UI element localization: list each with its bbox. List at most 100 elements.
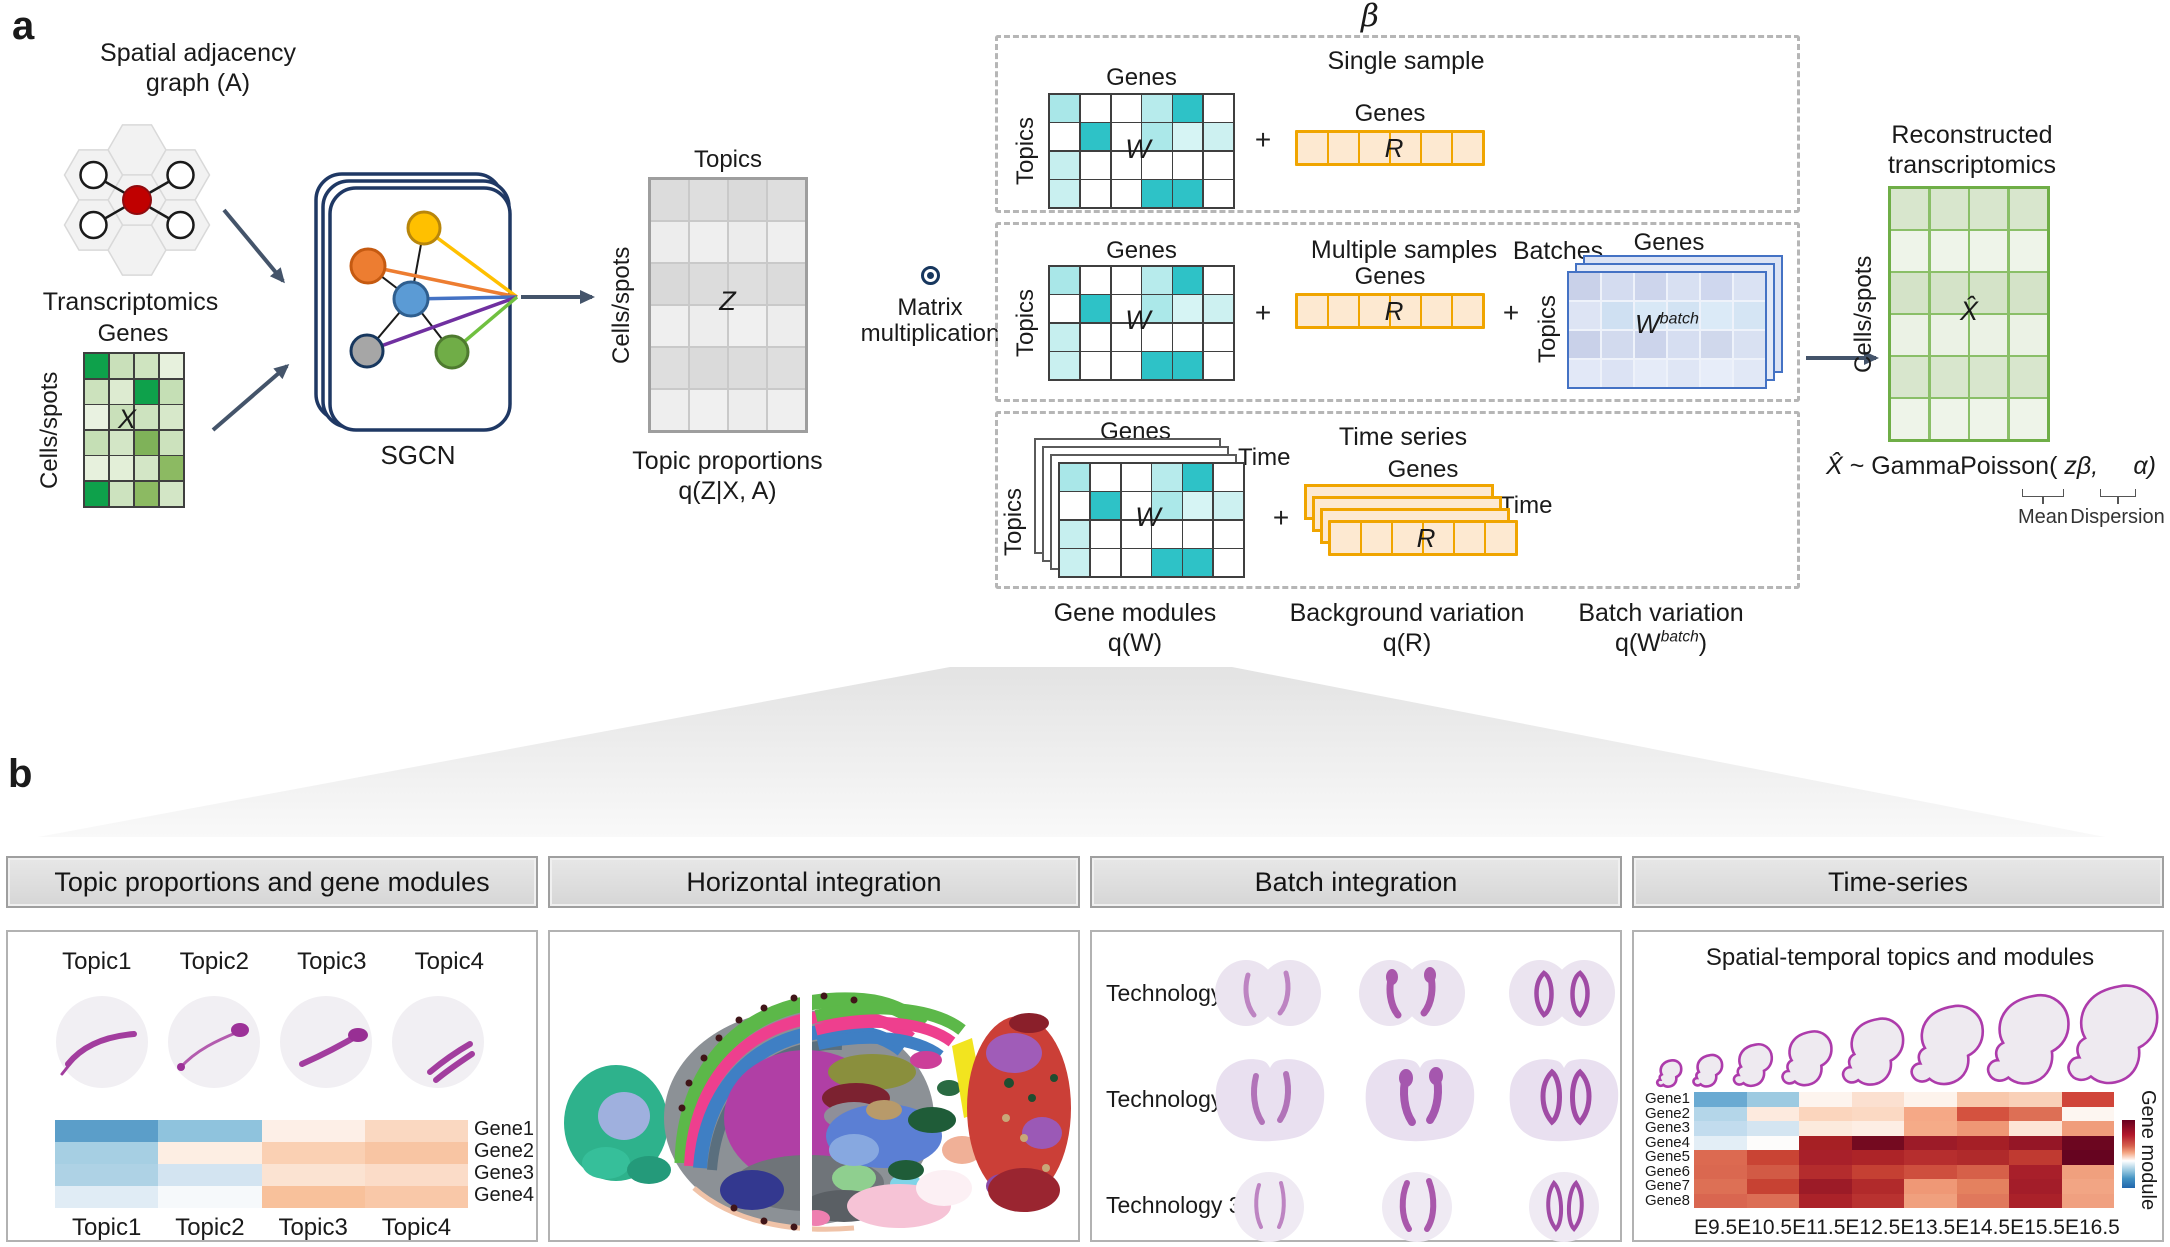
gene-module-colorbar — [2122, 1120, 2135, 1188]
brain-cluster-map — [564, 992, 1071, 1233]
w-cols-label: Genes — [1106, 64, 1177, 91]
matrix-cell — [690, 390, 727, 430]
matrix-cell — [85, 379, 109, 404]
matrix-cell — [1799, 1106, 1852, 1121]
matrix-cell — [1362, 523, 1391, 553]
matrix-cell — [768, 306, 805, 346]
matrix-cell — [1173, 123, 1203, 151]
matrix-cell — [1746, 1135, 1799, 1150]
label-item: Topic3 — [297, 948, 367, 975]
matrix-cell — [85, 481, 109, 506]
matrix-cell — [1891, 357, 1929, 397]
w-matrix-label: W — [1125, 134, 1151, 164]
topic-proportions-formula: q(Z|X, A) — [678, 477, 777, 505]
tech3-section-2 — [1382, 1172, 1452, 1242]
background-variation-caption: Background variation — [1289, 599, 1525, 627]
matrix-cell — [1213, 464, 1243, 491]
multiple-samples-title: Multiple samples — [1310, 236, 1498, 264]
matrix-cell — [1393, 523, 1422, 553]
matrix-cell — [1453, 296, 1482, 326]
matrix-cell — [134, 481, 159, 506]
matrix-cell — [1060, 520, 1090, 548]
wbatch-matrix — [1567, 271, 1767, 389]
gene-row-labels: Gene1 Gene2 Gene3 Gene4 — [474, 1118, 536, 1206]
matrix-cell — [1080, 151, 1110, 179]
label-item: Gene4 — [474, 1184, 535, 1206]
matrix-cell — [1111, 267, 1141, 294]
label-item: Gene3 — [1644, 1119, 1690, 1136]
horizontal-integration-panel — [548, 930, 1080, 1242]
topic3-tissue-image — [280, 996, 372, 1088]
matrix-cell — [55, 1164, 159, 1186]
label-item: Topic2 — [179, 948, 249, 975]
matrix-cell — [1668, 331, 1699, 358]
matrix-cell — [1111, 95, 1141, 122]
label-item: E14.5 — [1955, 1216, 2011, 1239]
reconstructed-matrix-label: X̂ — [1959, 296, 1978, 326]
formula-xhat: X̂ — [1826, 452, 1843, 480]
matrix-cell — [1152, 520, 1182, 548]
matrix-cell — [1851, 1164, 1904, 1179]
matrix-cell — [1956, 1121, 2009, 1136]
matrix-cell — [2009, 1135, 2062, 1150]
flow-arrows — [211, 208, 1879, 432]
label-item: Gene8 — [1644, 1191, 1690, 1209]
matrix-cell — [1970, 273, 2008, 313]
matrix-cell — [2009, 189, 2047, 229]
matrix-cell — [1891, 399, 1929, 439]
matrix-cell — [2009, 1193, 2062, 1208]
tech1-section-2 — [1359, 960, 1465, 1026]
matrix-cell — [2009, 231, 2047, 271]
matrix-cell — [2061, 1164, 2114, 1179]
matrix-cell — [1668, 360, 1699, 387]
matrix-cell — [1060, 464, 1090, 491]
r-cols-label: Genes — [1354, 100, 1426, 127]
matrix-cell — [1851, 1179, 1904, 1194]
matrix-cell — [1422, 133, 1451, 163]
matrix-cell — [1694, 1150, 1747, 1165]
matrix-cell — [1080, 323, 1110, 351]
w-matrix-label: W — [1125, 305, 1151, 335]
matrix-cell — [1851, 1106, 1904, 1121]
matrix-cell — [1111, 352, 1141, 379]
matrix-cell — [1904, 1164, 1957, 1179]
matrix-cell — [1203, 323, 1233, 351]
time-series-box: Time series Genes Time W Topics + Genes … — [995, 411, 1800, 589]
label-item: E11.5 — [1792, 1216, 1846, 1239]
matrix-cell — [651, 390, 688, 430]
matrix-cell — [2061, 1179, 2114, 1194]
timepoint-labels: E9.5 E10.5 E11.5 E12.5 E13.5 E14.5 E15.5 E16.5 — [1694, 1216, 2120, 1240]
matrix-cell — [2009, 1164, 2062, 1179]
matrix-cell — [364, 1186, 468, 1208]
matrix-cell — [1970, 315, 2008, 355]
matrix-cell — [690, 222, 727, 262]
matrix-cell — [134, 456, 159, 481]
matrix-cell — [768, 390, 805, 430]
multiple-samples-box: Multiple samples Batches Genes Genes W T… — [995, 222, 1800, 402]
matrix-cell — [1121, 520, 1151, 548]
label-item: E13.5 — [1900, 1216, 1956, 1239]
matrix-cell — [1142, 267, 1172, 294]
panel-a-label: a — [12, 4, 35, 48]
matrix-cell — [1904, 1193, 1957, 1208]
matrix-cell — [2061, 1121, 2114, 1136]
header-horizontal-integration: Horizontal integration — [548, 856, 1080, 908]
matrix-cell — [1891, 231, 1929, 271]
matrix-cell — [261, 1120, 365, 1142]
matrix-cell — [1298, 296, 1327, 326]
matrix-cell — [159, 379, 183, 404]
transcriptomics-title: Transcriptomics — [42, 288, 219, 316]
matrix-cell — [1111, 180, 1141, 207]
matrix-cell — [2009, 1121, 2062, 1136]
matrix-cell — [2061, 1193, 2114, 1208]
w-matrix — [1048, 93, 1235, 209]
topic-proportions-caption: Topic proportions — [632, 447, 823, 475]
matrix-cell — [1090, 492, 1120, 520]
matrix-cell — [1970, 357, 2008, 397]
matrix-cell — [85, 456, 109, 481]
matrix-cell — [134, 354, 159, 379]
z-matrix — [648, 177, 808, 433]
matrix-cell — [1173, 352, 1203, 379]
matrix-cell — [1360, 133, 1389, 163]
